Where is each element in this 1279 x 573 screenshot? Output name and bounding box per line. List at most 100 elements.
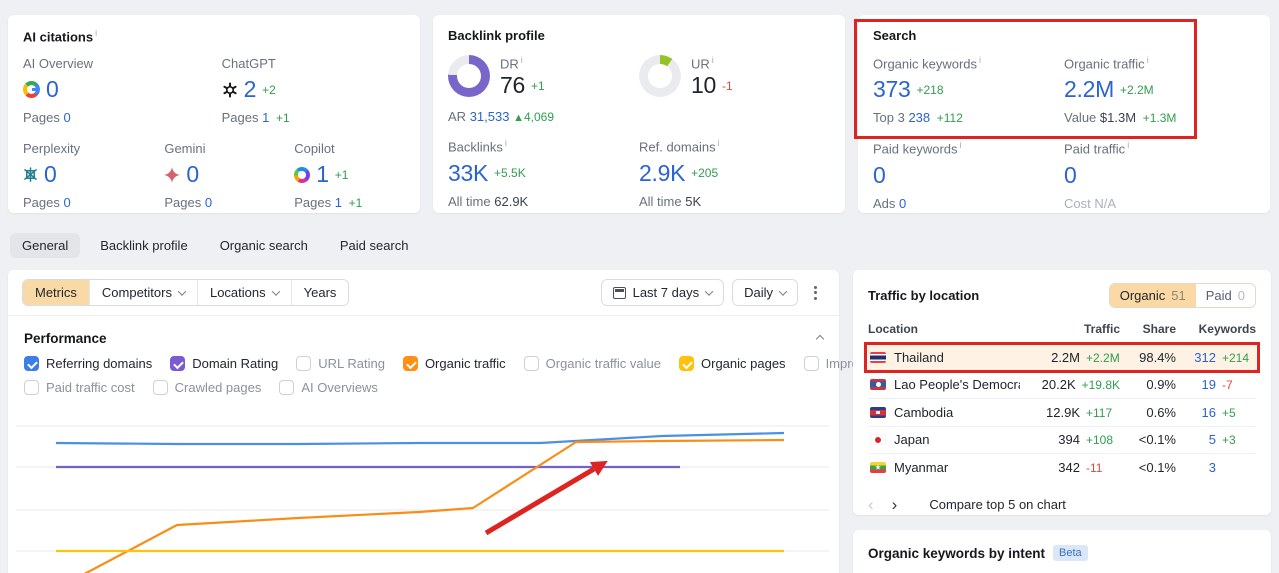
paid-toggle[interactable]: Paid 0	[1195, 284, 1255, 307]
metric-checkbox-crawled-pages[interactable]: Crawled pages	[152, 380, 261, 395]
gemini-icon	[164, 166, 181, 183]
tab-general[interactable]: General	[10, 233, 81, 258]
checkbox-icon	[24, 380, 39, 395]
thailand-flag-icon	[870, 351, 886, 363]
metric-label: ChatGPT	[221, 56, 276, 72]
checkbox-icon	[24, 356, 39, 371]
cambodia-flag-icon	[870, 406, 886, 418]
metric-label: Gemini	[164, 141, 206, 157]
paid-traffic-metric: Paid traffic 0 Cost N/A	[1064, 140, 1255, 210]
traffic-row-cambodia[interactable]: Cambodia 12.9K +117 0.6% 16 +5	[868, 399, 1256, 427]
domain-rating-block: DR 76+1	[448, 55, 639, 99]
copilot-icon	[294, 166, 311, 183]
metric-checkbox-organic-pages[interactable]: Organic pages	[679, 356, 786, 371]
more-options-icon[interactable]	[806, 282, 825, 304]
performance-panel: Metrics Competitors Locations Years Last…	[8, 270, 997, 573]
ahrefs-rank: AR 31,533 ▲4,069	[448, 109, 554, 125]
tab-paid-search[interactable]: Paid search	[339, 238, 409, 253]
metric-value: 1	[316, 161, 329, 188]
overview-cards-row: AI citations AI Overview 0 Pages 0 ChatG…	[0, 0, 1279, 213]
organic-paid-toggle: Organic 51 Paid 0	[1108, 283, 1256, 308]
dr-donut-icon	[448, 55, 490, 97]
copilot-metric: Copilot 1 +1 Pages 1 +1	[294, 141, 405, 210]
laos-flag-icon	[870, 379, 886, 391]
checkbox-icon	[170, 356, 186, 371]
checkbox-icon	[402, 356, 418, 371]
ai-citations-card: AI citations AI Overview 0 Pages 0 ChatG…	[8, 15, 420, 213]
metric-checkboxes-row-1: Referring domains Domain Rating URL Rati…	[8, 356, 997, 371]
years-segment[interactable]: Years	[290, 280, 349, 305]
metric-label: Perplexity	[23, 141, 81, 157]
japan-flag-icon	[870, 434, 886, 446]
chevron-down-icon	[704, 286, 714, 296]
competitors-segment[interactable]: Competitors	[88, 280, 197, 305]
organic-traffic-metric: Organic traffic 2.2M+2.2M Value $1.3M +1…	[1064, 55, 1255, 125]
metric-checkbox-organic-traffic[interactable]: Organic traffic	[402, 356, 506, 371]
metric-value: 2	[243, 76, 257, 103]
collapse-chevron-icon[interactable]	[815, 334, 825, 343]
google-g-icon	[23, 81, 40, 99]
chevron-down-icon	[778, 286, 788, 296]
metric-checkbox-referring-domains[interactable]: Referring domains	[24, 356, 152, 371]
compare-top5-link[interactable]: Compare top 5 on chart	[929, 496, 1066, 512]
traffic-by-location-panel: Traffic by location Organic 51 Paid 0 Loca…	[853, 270, 1271, 515]
checkbox-icon	[279, 380, 295, 395]
metrics-segment[interactable]: Metrics	[23, 280, 89, 305]
backlinks-metric: Backlinks 33K+5.5K All time 62.9K	[448, 138, 639, 208]
metric-checkbox-paid-traffic-cost[interactable]: Paid traffic cost	[24, 380, 135, 395]
perplexity-metric: Perplexity 0 Pages 0	[23, 141, 164, 210]
info-icon	[505, 138, 507, 148]
backlink-profile-title: Backlink profile	[448, 28, 545, 43]
info-icon	[1127, 140, 1129, 150]
paid-keywords-metric: Paid keywords 0 Ads 0	[873, 140, 1064, 210]
section-tabs: General Backlink profile Organic search …	[10, 233, 1279, 258]
chart-toolbar: Metrics Competitors Locations Years Last…	[8, 270, 839, 316]
tab-backlink-profile[interactable]: Backlink profile	[100, 238, 188, 253]
prev-page-icon[interactable]: ‹	[868, 494, 874, 514]
traffic-table-header: Location Traffic Share Keywords	[868, 318, 1256, 344]
metric-checkbox-domain-rating[interactable]: Domain Rating	[170, 356, 278, 371]
metric-delta: +2	[262, 82, 276, 97]
performance-line-chart	[16, 425, 829, 573]
url-rating-block: UR 10-1	[639, 55, 830, 99]
granularity-button[interactable]: Daily	[732, 279, 798, 306]
traffic-row-thailand[interactable]: Thailand 2.2M +2.2M 98.4% 312 +214	[864, 342, 1260, 373]
metric-value: 0	[44, 161, 57, 188]
traffic-by-location-title: Traffic by location	[868, 288, 980, 303]
checkbox-icon	[296, 356, 312, 371]
backlink-profile-card: Backlink profile DR 76+1 AR 31,533 ▲4,06…	[433, 15, 845, 213]
info-icon	[979, 55, 981, 65]
chart-mode-control: Metrics Competitors Locations Years	[22, 279, 350, 306]
traffic-row-japan[interactable]: Japan 394 +108 <0.1% 5 +3	[868, 427, 1256, 454]
organic-toggle[interactable]: Organic 51	[1109, 284, 1196, 307]
gemini-metric: Gemini 0 Pages 0	[164, 141, 294, 210]
locations-segment[interactable]: Locations	[196, 280, 291, 305]
checkbox-icon	[803, 356, 819, 371]
metric-label: Copilot	[294, 141, 335, 157]
checkbox-icon	[679, 356, 694, 371]
checkbox-icon	[152, 380, 168, 395]
traffic-row-myanmar[interactable]: Myanmar 342 -11 <0.1% 3	[868, 454, 1256, 482]
beta-badge: Beta	[1053, 545, 1088, 561]
intent-title: Organic keywords by intent	[868, 545, 1046, 561]
date-range-button[interactable]: Last 7 days	[600, 279, 725, 306]
metric-value: 0	[46, 76, 59, 103]
organic-keywords-by-intent-panel: Organic keywords by intent Beta	[853, 530, 1271, 573]
tab-organic-search[interactable]: Organic search	[219, 238, 308, 253]
metric-checkbox-organic-traffic-value[interactable]: Organic traffic value	[523, 356, 661, 371]
metric-checkbox-url-rating[interactable]: URL Rating	[296, 356, 385, 371]
metric-value: 0	[186, 161, 199, 188]
info-icon	[712, 55, 714, 65]
traffic-row-laos[interactable]: Lao People's Democratic Reput 20.2K+19.8…	[868, 372, 1256, 399]
calendar-icon	[612, 286, 626, 299]
chevron-down-icon	[177, 286, 187, 296]
metric-delta: +1	[334, 167, 349, 182]
next-page-icon[interactable]: ›	[891, 494, 898, 514]
info-icon	[718, 138, 720, 148]
ur-donut-icon	[639, 55, 681, 97]
metric-checkbox-ai-overviews[interactable]: AI Overviews	[279, 380, 378, 395]
info-icon	[1147, 55, 1149, 65]
perplexity-icon	[23, 167, 38, 183]
metric-label: AI Overview	[23, 56, 94, 72]
